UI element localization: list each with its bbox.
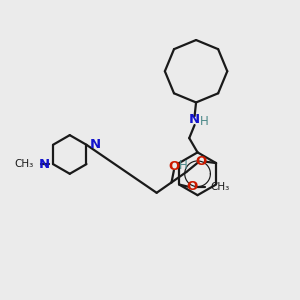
Text: H: H [200, 115, 208, 128]
Text: N: N [90, 138, 101, 151]
Text: CH₃: CH₃ [210, 182, 230, 192]
Text: CH₃: CH₃ [15, 159, 34, 169]
Text: N: N [38, 158, 50, 171]
Text: O: O [187, 180, 198, 194]
Text: N: N [189, 113, 200, 126]
Text: O: O [168, 160, 179, 173]
Text: H: H [178, 159, 187, 172]
Text: O: O [196, 155, 207, 168]
